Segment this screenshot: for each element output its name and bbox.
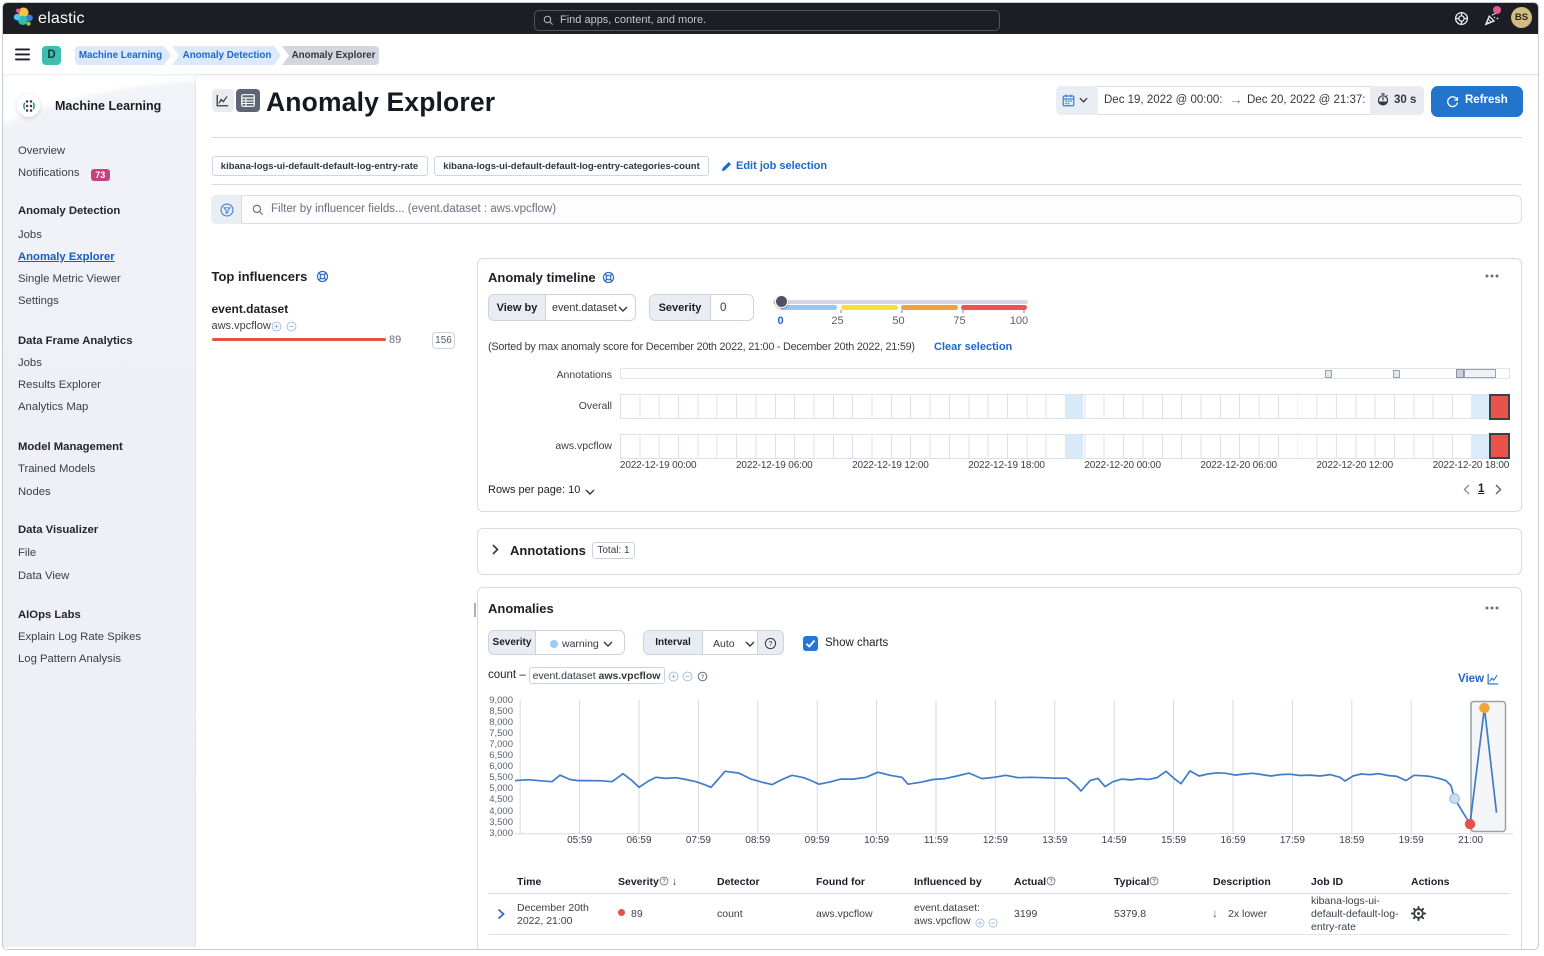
svg-text:?: ? xyxy=(701,673,705,680)
svg-text:?: ? xyxy=(1049,879,1053,885)
svg-text:?: ? xyxy=(768,639,772,648)
svg-text:?: ? xyxy=(1153,879,1157,885)
svg-text:?: ? xyxy=(662,879,666,885)
